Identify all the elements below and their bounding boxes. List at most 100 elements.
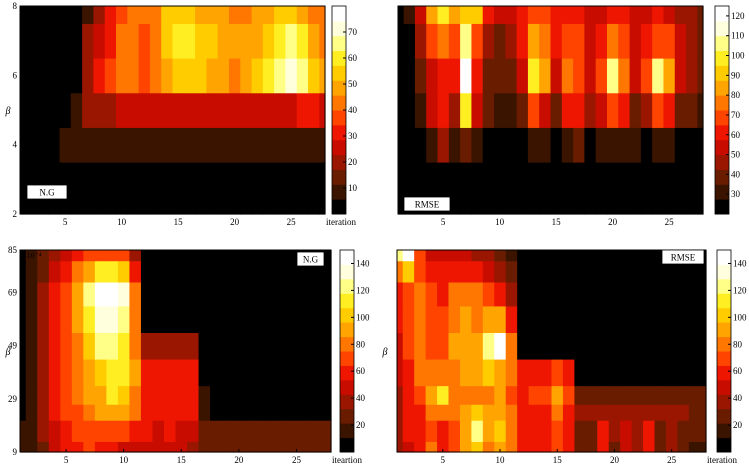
heat-cell — [585, 441, 598, 453]
heat-cell — [539, 127, 552, 163]
heat-cell — [256, 358, 269, 387]
heat-cell — [550, 162, 563, 198]
heat-cell — [161, 58, 174, 94]
heat-cell — [540, 441, 553, 453]
heat-cell — [129, 305, 142, 333]
heat-cell — [172, 23, 185, 59]
heat-cell — [505, 196, 518, 215]
colorbar-swatch — [332, 154, 346, 170]
heat-cell — [210, 404, 223, 421]
heat-cell — [325, 404, 332, 421]
heat-cell — [36, 23, 49, 59]
heat-cell — [313, 281, 326, 307]
colorbar-swatch — [715, 199, 729, 215]
heat-cell — [459, 332, 472, 360]
x-tick-label: 10 — [119, 455, 129, 464]
heat-cell — [620, 404, 633, 421]
colorbar-tick-label: 10 — [348, 183, 358, 193]
heat-cell — [640, 92, 653, 128]
heat-cell — [163, 332, 177, 360]
heat-cell — [210, 250, 223, 262]
heat-cell — [70, 127, 83, 163]
heat-cell — [25, 92, 38, 128]
heat-cell — [397, 358, 404, 387]
heatmap-cells — [20, 6, 326, 215]
heat-cell — [539, 6, 552, 24]
colorbar-swatch — [717, 293, 731, 309]
heat-cell — [313, 305, 326, 333]
heat-cell — [631, 305, 644, 333]
heat-cell — [505, 281, 518, 307]
heat-cell — [643, 358, 656, 387]
heat-cell — [116, 92, 128, 128]
heat-cell — [25, 385, 38, 405]
heat-cell — [59, 127, 72, 163]
colorbar-tick-label: 40 — [348, 105, 358, 115]
heat-cell — [573, 162, 585, 198]
heat-cell — [152, 385, 165, 405]
heat-cell — [198, 281, 211, 307]
heat-cell — [290, 305, 303, 333]
plot-frame — [19, 5, 326, 215]
heat-cell — [688, 358, 701, 387]
heat-cell — [505, 92, 518, 128]
heat-cell — [206, 6, 219, 24]
heat-cell — [608, 441, 621, 453]
heat-cell — [93, 6, 106, 24]
heat-cell — [460, 92, 473, 128]
heat-cell — [117, 358, 131, 387]
heat-cell — [539, 58, 552, 94]
heat-cell — [48, 281, 61, 307]
x-tick-label: 25 — [665, 217, 675, 227]
colorbar-swatch — [717, 250, 731, 265]
heat-cell — [262, 127, 275, 163]
heat-cell — [597, 358, 610, 387]
heat-cell — [643, 441, 656, 453]
heat-cell — [674, 127, 687, 163]
colorbar-tick-label: 20 — [356, 420, 366, 430]
colorbar-tick-label: 50 — [348, 79, 358, 89]
heat-cell — [161, 23, 174, 59]
x-tick-label: 5 — [441, 217, 446, 227]
heat-cell — [597, 385, 610, 405]
heat-cell — [244, 420, 257, 442]
heat-cell — [585, 305, 598, 333]
heat-cell — [505, 420, 518, 442]
heat-cell — [402, 260, 415, 283]
colorbar-swatch — [340, 307, 354, 323]
heat-cell — [152, 404, 165, 421]
heat-cell — [175, 332, 188, 360]
heat-cell — [505, 260, 518, 283]
heat-cell — [459, 441, 472, 453]
heat-cell — [551, 305, 564, 333]
heat-cell — [20, 420, 27, 442]
heat-cell — [48, 420, 61, 442]
heat-cell — [426, 92, 439, 128]
heat-cell — [459, 305, 472, 333]
heat-cell — [138, 58, 151, 94]
heat-cell — [677, 404, 690, 421]
heat-cell — [414, 441, 427, 453]
heat-cell — [48, 23, 61, 59]
heat-cell — [36, 92, 49, 128]
heat-cell — [631, 260, 644, 283]
heat-cell — [25, 420, 38, 442]
heat-cell — [36, 162, 49, 198]
heat-cell — [25, 162, 38, 198]
heat-cell — [426, 127, 439, 163]
heat-cell — [138, 196, 151, 215]
heat-cell — [244, 385, 257, 405]
heat-cell — [540, 404, 553, 421]
colorbar-tick-label: 100 — [356, 312, 370, 322]
heat-cell — [516, 92, 529, 128]
heat-cell — [505, 332, 518, 360]
heat-cell — [116, 6, 128, 24]
heat-cell — [25, 404, 38, 421]
heat-cell — [595, 92, 608, 128]
heat-cell — [104, 127, 117, 163]
colorbar-swatch — [332, 50, 346, 66]
heat-cell — [308, 23, 320, 59]
heat-cell — [25, 305, 38, 333]
heat-cell — [129, 420, 142, 442]
heat-cell — [267, 281, 280, 307]
